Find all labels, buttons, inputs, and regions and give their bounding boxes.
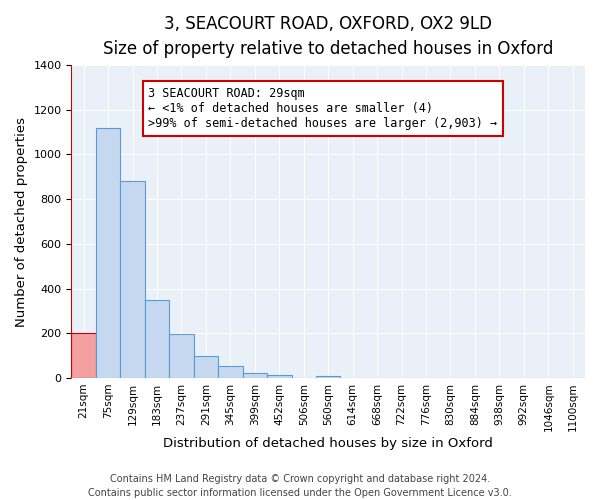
Bar — [242, 373, 267, 378]
Title: 3, SEACOURT ROAD, OXFORD, OX2 9LD
Size of property relative to detached houses i: 3, SEACOURT ROAD, OXFORD, OX2 9LD Size o… — [103, 15, 553, 58]
X-axis label: Distribution of detached houses by size in Oxford: Distribution of detached houses by size … — [163, 437, 493, 450]
Text: 3 SEACOURT ROAD: 29sqm
← <1% of detached houses are smaller (4)
>99% of semi-det: 3 SEACOURT ROAD: 29sqm ← <1% of detached… — [148, 87, 497, 130]
Bar — [316, 376, 340, 378]
Bar — [121, 182, 145, 378]
Y-axis label: Number of detached properties: Number of detached properties — [15, 116, 28, 326]
Bar — [145, 300, 169, 378]
Bar — [169, 334, 194, 378]
Text: Contains HM Land Registry data © Crown copyright and database right 2024.
Contai: Contains HM Land Registry data © Crown c… — [88, 474, 512, 498]
Bar — [218, 366, 242, 378]
Bar — [194, 356, 218, 378]
Bar — [71, 334, 96, 378]
Bar — [267, 376, 292, 378]
Bar — [96, 128, 121, 378]
